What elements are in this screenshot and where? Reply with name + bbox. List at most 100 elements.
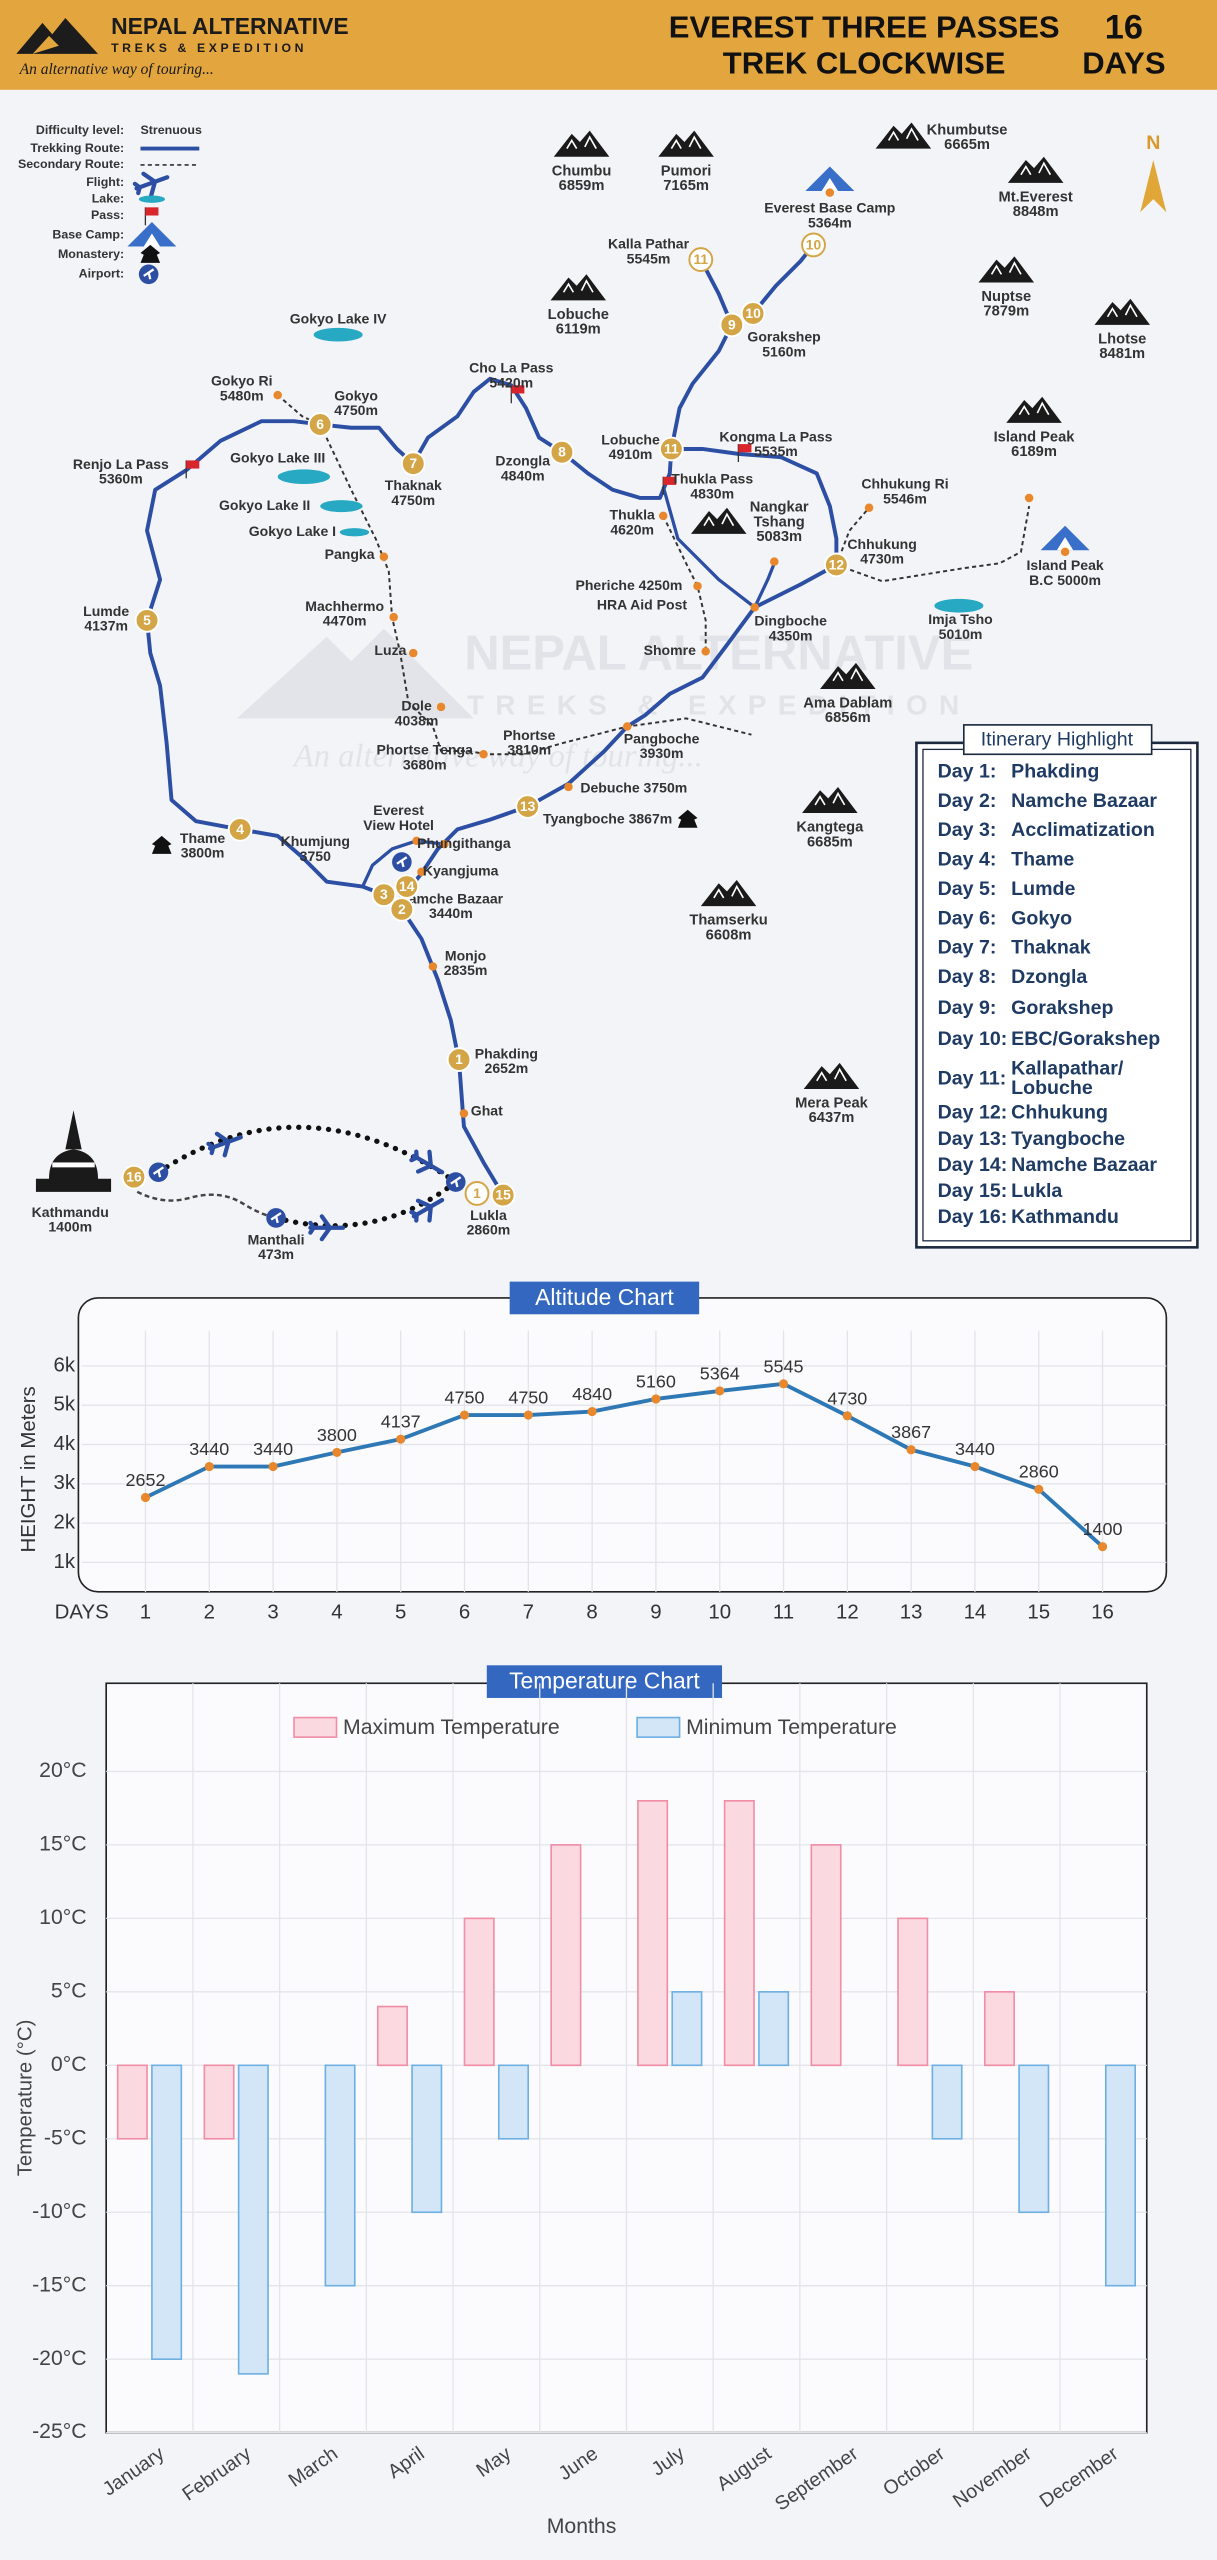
place-label: 5535m [754, 443, 798, 459]
header-band [0, 0, 1217, 90]
place-label: 2835m [444, 962, 488, 978]
place-label: 2860m [467, 1222, 511, 1238]
altitude-point [587, 1406, 597, 1417]
place-label: Thaknak [385, 477, 442, 493]
place-label: Chhukung [847, 536, 916, 552]
day-badge-number: 10 [806, 236, 822, 252]
day-badge [307, 412, 333, 437]
itinerary-place: Thame [1011, 849, 1074, 871]
y-tick-label: -5°C [44, 2126, 87, 2149]
place-dot [440, 839, 449, 849]
legend-label: Trekking Route: [30, 141, 124, 155]
place-label: Everest [373, 802, 424, 818]
mountain-icon [690, 507, 747, 534]
temperature-title: Temperature Chart [509, 1667, 700, 1693]
altitude-point [651, 1394, 661, 1404]
altitude-chart: Altitude Chart HEIGHT in Meters DAYS 1k 2… [18, 1281, 1168, 1623]
lake [138, 195, 165, 203]
day-badge-number: 7 [409, 455, 417, 471]
bar [758, 1991, 790, 2067]
title-line: EVEREST THREE PASSES [669, 10, 1060, 45]
mountain-icon [802, 786, 858, 814]
place-label: Dzongla [495, 453, 550, 469]
place-label: 4137m [84, 618, 128, 634]
brand: NEPAL ALTERNATIVE [111, 13, 349, 39]
pass-flag [145, 207, 159, 216]
place-label: Renjo La Pass [73, 456, 169, 472]
y-tick-label: 20°C [39, 1759, 86, 1782]
place-label: Shomre [644, 642, 696, 658]
y-tick-label: -25°C [32, 2420, 86, 2443]
itinerary-day: Day 2: [938, 790, 997, 812]
place-label: Phakding [475, 1045, 538, 1061]
altitude-point [268, 1461, 278, 1472]
day-badge-number: 16 [126, 1169, 142, 1185]
peak-label: 7879m [983, 304, 1029, 320]
compass-arrow [1140, 160, 1167, 213]
place-label: Phortse [503, 727, 555, 743]
x-tick-label: 5 [395, 1601, 406, 1623]
place-dot [1024, 493, 1034, 503]
peak-label: Mt.Everest [999, 189, 1073, 205]
place-label: 4730m [860, 551, 904, 567]
altitude-point [396, 1434, 406, 1444]
place-label: B.C 5000m [1029, 572, 1101, 588]
peak-label: 6608m [706, 927, 752, 943]
place-label: 3800m [181, 845, 225, 861]
place-label: 2652m [485, 1060, 529, 1076]
map-icons: N [35, 122, 1167, 1242]
value-label: 4137 [381, 1412, 421, 1432]
itinerary-day: Day 5: [938, 878, 997, 900]
trekking-route [361, 839, 445, 888]
place-label: Imja Tsho [928, 611, 993, 627]
place-label: 4750m [334, 402, 378, 418]
value-label: 3800 [317, 1425, 357, 1445]
itinerary-place: Dzongla [1011, 966, 1088, 988]
place-label: Debuche 3750m [580, 779, 687, 795]
place-label: Thukla [610, 507, 655, 523]
peak-label: 5083m [756, 529, 802, 545]
place-dot [436, 702, 446, 712]
itinerary-title-box [962, 724, 1153, 756]
peak-label: Tshang [754, 514, 805, 530]
monastery [151, 835, 172, 854]
bar [897, 1917, 929, 2067]
place-dot [658, 511, 668, 521]
y-tick-label: 10°C [39, 1906, 86, 1929]
place-label: Gokyo Lake III [230, 449, 325, 465]
place-label: Namche Bazaar [399, 890, 504, 906]
bar [810, 1844, 842, 2067]
place-label: Gokyo [334, 387, 378, 403]
place-dot [459, 1109, 469, 1118]
place-label: HRA Aid Post [597, 596, 688, 612]
altitude-title-box [509, 1281, 700, 1315]
peak-label: Nangkar [750, 500, 809, 516]
lake [934, 598, 984, 613]
bar [637, 1800, 669, 2067]
place-label: Machhermo [305, 598, 384, 614]
place-label: 5420m [489, 374, 533, 390]
logo-detail [32, 35, 59, 54]
place-dot [825, 188, 835, 197]
legend-label: Lake: [92, 191, 124, 205]
place-label: Monjo [445, 947, 487, 963]
mountain-snow [1020, 161, 1052, 176]
place-dot [379, 552, 389, 561]
peak-label: Ama Dablam [803, 696, 892, 712]
itinerary-day: Day 3: [938, 819, 997, 841]
y-tick-label: 5k [54, 1394, 76, 1416]
x-tick-label: 4 [331, 1601, 342, 1623]
mountain-snow [816, 1067, 847, 1082]
x-tick-label: 13 [900, 1601, 923, 1623]
peak-label: 8848m [1013, 204, 1059, 220]
place-dot [623, 722, 632, 731]
altitude-point [1034, 1484, 1044, 1494]
place-label: 1400m [48, 1218, 92, 1234]
mountain-icon [803, 1062, 860, 1089]
day-badge [400, 451, 426, 477]
place-label: Dingboche [754, 613, 827, 629]
itinerary-day: Day 15: [938, 1180, 1008, 1202]
place-dot [273, 390, 282, 400]
plane [409, 1197, 445, 1223]
day-badge-number: 5 [143, 612, 151, 628]
